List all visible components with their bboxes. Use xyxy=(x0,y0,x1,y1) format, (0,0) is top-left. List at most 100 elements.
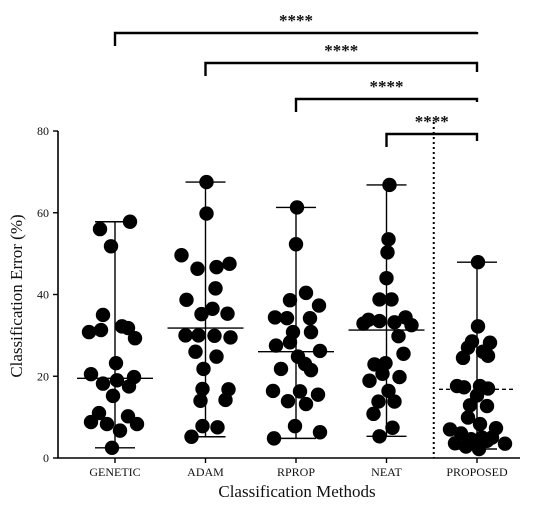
y-tick-label: 60 xyxy=(37,206,49,220)
data-point xyxy=(387,315,402,330)
bracket-line xyxy=(294,97,479,112)
data-point xyxy=(95,376,111,391)
data-point xyxy=(312,343,328,359)
group-proposed xyxy=(439,255,515,457)
data-point xyxy=(195,381,210,397)
data-point xyxy=(93,322,109,338)
data-point xyxy=(95,307,111,323)
data-point xyxy=(126,369,142,385)
data-point xyxy=(195,418,210,434)
group-neat xyxy=(348,177,425,444)
data-point xyxy=(205,301,220,317)
data-point xyxy=(480,381,496,396)
data-point xyxy=(178,328,193,343)
data-point xyxy=(287,418,303,434)
x-tick-label: NEAT xyxy=(371,465,402,479)
data-point xyxy=(282,335,298,350)
bracket-line xyxy=(113,31,479,46)
data-point xyxy=(81,324,97,340)
data-point xyxy=(108,355,124,371)
data-point xyxy=(375,366,390,381)
data-point xyxy=(442,422,458,437)
data-point xyxy=(458,439,474,454)
data-point xyxy=(372,313,387,329)
data-point xyxy=(112,423,128,438)
data-point xyxy=(280,393,296,409)
data-point xyxy=(372,429,387,444)
y-axis-title: Classification Error (%) xyxy=(7,214,26,377)
data-point xyxy=(384,292,399,307)
y-tick-label: 80 xyxy=(37,124,49,138)
data-point xyxy=(311,298,327,313)
group-genetic xyxy=(77,214,153,455)
data-point xyxy=(179,292,194,308)
data-point xyxy=(190,261,205,276)
significance-bracket: **** xyxy=(294,77,479,112)
data-point xyxy=(105,388,121,404)
data-point xyxy=(379,270,394,286)
data-point xyxy=(267,310,283,325)
data-point xyxy=(447,436,463,451)
data-point xyxy=(362,373,377,388)
data-point xyxy=(218,392,233,408)
data-point xyxy=(382,177,397,193)
data-point xyxy=(209,349,224,364)
data-point xyxy=(480,348,496,364)
data-point xyxy=(372,292,387,307)
data-point xyxy=(472,416,488,432)
data-point xyxy=(92,221,108,237)
data-point xyxy=(194,306,209,322)
data-point xyxy=(222,256,237,272)
data-point xyxy=(303,362,319,378)
data-point xyxy=(83,414,99,430)
data-point xyxy=(209,259,224,275)
bracket-line xyxy=(385,132,479,147)
data-point xyxy=(210,420,225,435)
x-tick-label: ADAM xyxy=(187,465,224,479)
groups-layer xyxy=(77,174,515,457)
data-point xyxy=(298,396,314,412)
data-point xyxy=(282,293,298,308)
data-point xyxy=(367,357,382,372)
data-point xyxy=(207,328,222,343)
data-point xyxy=(122,214,138,229)
data-point xyxy=(312,425,328,440)
data-point xyxy=(103,239,119,254)
data-point xyxy=(404,317,419,333)
x-tick-label: RPROP xyxy=(277,465,315,479)
y-tick-label: 40 xyxy=(37,288,49,302)
data-point xyxy=(83,367,99,382)
data-point xyxy=(288,237,304,252)
data-point xyxy=(460,410,476,425)
group-adam xyxy=(167,174,244,444)
data-point xyxy=(391,328,406,344)
data-point xyxy=(455,350,471,366)
data-point xyxy=(292,384,308,399)
data-point xyxy=(268,338,284,353)
data-point xyxy=(188,344,203,359)
data-point xyxy=(99,416,115,432)
significance-brackets: **** **** **** **** xyxy=(113,11,479,147)
data-point xyxy=(470,255,486,270)
data-point xyxy=(174,248,189,263)
significance-label: **** xyxy=(415,112,449,131)
data-point xyxy=(120,320,136,336)
data-point xyxy=(208,281,223,296)
data-point xyxy=(199,206,214,221)
data-point xyxy=(471,441,487,457)
data-point xyxy=(184,429,199,444)
data-point xyxy=(479,398,495,414)
data-point xyxy=(109,373,125,388)
data-point xyxy=(265,383,281,399)
data-point xyxy=(223,330,238,345)
data-point xyxy=(196,361,211,377)
data-point xyxy=(104,440,120,455)
significance-label: **** xyxy=(324,41,358,60)
x-tick-label: GENETIC xyxy=(89,465,140,479)
data-point xyxy=(127,331,143,346)
data-point xyxy=(484,430,500,445)
data-point xyxy=(366,406,381,422)
data-point xyxy=(381,232,396,247)
significance-bracket: **** xyxy=(204,41,479,76)
significance-bracket: **** xyxy=(385,112,479,147)
